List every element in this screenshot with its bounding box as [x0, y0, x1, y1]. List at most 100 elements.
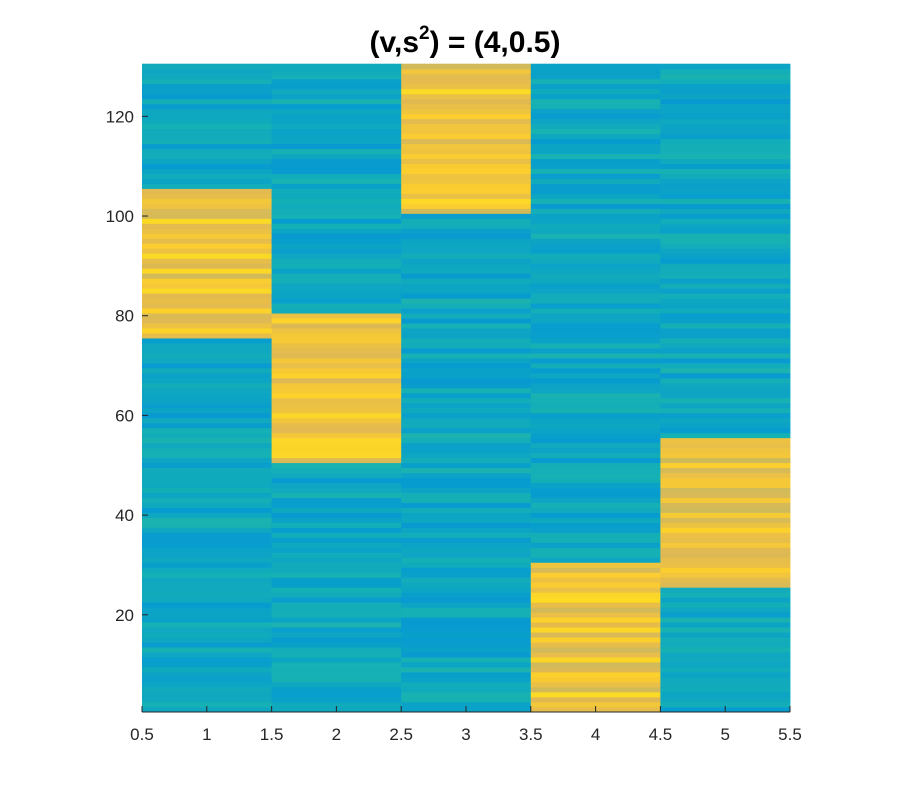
heatmap-cell	[401, 641, 532, 648]
heatmap-cell	[142, 208, 272, 214]
heatmap-cell	[660, 138, 791, 145]
heatmap-cell	[142, 63, 272, 70]
heatmap-cell	[271, 572, 402, 578]
heatmap-cell	[401, 492, 532, 498]
heatmap-cell	[401, 168, 532, 174]
heatmap-cell	[401, 263, 532, 269]
heatmap-cell	[142, 452, 272, 459]
heatmap-cell	[271, 442, 402, 449]
heatmap-cell	[660, 442, 791, 449]
heatmap-cell	[271, 552, 402, 558]
heatmap-cell	[142, 696, 272, 703]
heatmap-cell	[271, 422, 402, 429]
heatmap-cell	[401, 666, 532, 673]
y-tick-label: 80	[115, 307, 134, 326]
heatmap-cell	[271, 631, 402, 638]
heatmap-cell	[530, 118, 661, 125]
heatmap-cell	[271, 367, 402, 374]
heatmap-cell	[271, 347, 402, 354]
heatmap-cell	[530, 507, 661, 513]
heatmap-cell	[271, 392, 402, 399]
heatmap-cell	[660, 68, 791, 75]
heatmap-cell	[530, 442, 661, 449]
heatmap-cell	[530, 487, 661, 493]
heatmap-cell	[660, 302, 791, 309]
heatmap-cell	[401, 208, 532, 214]
heatmap-cell	[530, 302, 661, 309]
heatmap-cell	[142, 542, 272, 548]
heatmap-cell	[271, 248, 402, 254]
heatmap-cell	[142, 173, 272, 179]
heatmap-cell	[142, 457, 272, 464]
heatmap-cell	[660, 532, 791, 538]
heatmap-cell	[530, 253, 661, 259]
heatmap-cell	[142, 467, 272, 474]
heatmap-cell	[401, 567, 532, 573]
heatmap-cell	[271, 278, 402, 284]
heatmap-cell	[271, 502, 402, 508]
heatmap-cell	[142, 552, 272, 558]
heatmap-cell	[401, 352, 532, 359]
heatmap-cell	[271, 258, 402, 264]
heatmap-cell	[660, 517, 791, 523]
heatmap-cell	[271, 138, 402, 145]
heatmap-cell	[271, 671, 402, 678]
heatmap-cell	[660, 631, 791, 638]
heatmap-cell	[530, 347, 661, 354]
heatmap-cell	[660, 93, 791, 100]
heatmap-cell	[271, 607, 402, 613]
heatmap-cell	[660, 412, 791, 419]
heatmap-cell	[530, 492, 661, 498]
heatmap-cell	[142, 616, 272, 623]
heatmap-cell	[271, 412, 402, 419]
heatmap-cell	[530, 631, 661, 638]
heatmap-cell	[401, 507, 532, 513]
heatmap-cell	[142, 442, 272, 449]
heatmap-cell	[530, 238, 661, 244]
heatmap-cell	[530, 133, 661, 140]
heatmap-cell	[660, 492, 791, 498]
heatmap-cell	[660, 671, 791, 678]
heatmap-cell	[142, 83, 272, 90]
heatmap-cell	[401, 322, 532, 329]
heatmap-cell	[142, 337, 272, 344]
x-tick-label: 3.5	[519, 725, 543, 744]
heatmap-cell	[142, 153, 272, 159]
heatmap-cell	[530, 258, 661, 264]
heatmap-cell	[271, 646, 402, 653]
heatmap-cell	[271, 562, 402, 568]
heatmap-cell	[142, 307, 272, 314]
heatmap-cell	[401, 577, 532, 583]
heatmap-cell	[271, 273, 402, 279]
heatmap-cell	[142, 691, 272, 698]
heatmap-cell	[530, 278, 661, 284]
heatmap-cell	[401, 372, 532, 379]
heatmap-cell	[401, 592, 532, 598]
heatmap-cell	[142, 342, 272, 349]
heatmap-cell	[401, 93, 532, 100]
heatmap-cell	[660, 616, 791, 623]
heatmap-cell	[271, 567, 402, 573]
x-tick-label: 5	[720, 725, 729, 744]
heatmap-cell	[401, 467, 532, 474]
y-tick-label: 120	[106, 107, 134, 126]
heatmap-cell	[660, 542, 791, 548]
heatmap-cell	[530, 686, 661, 693]
heatmap-cell	[271, 238, 402, 244]
heatmap-cell	[401, 562, 532, 568]
heatmap-cell	[142, 248, 272, 254]
heatmap-cell	[271, 327, 402, 334]
x-tick-label: 2.5	[389, 725, 413, 744]
heatmap-cell	[401, 587, 532, 593]
heatmap-cell	[530, 228, 661, 234]
heatmap-cell	[142, 671, 272, 678]
heatmap-cell	[530, 696, 661, 703]
heatmap-cell	[142, 118, 272, 125]
heatmap-cell	[142, 148, 272, 155]
heatmap-cell	[530, 98, 661, 105]
heatmap-cell	[530, 128, 661, 135]
heatmap-cell	[271, 452, 402, 459]
x-axis-ticks: 0.5 1 1.5 2 2.5 3 3.5 4 4.5 5 5.5	[130, 706, 802, 744]
heatmap-cell	[271, 636, 402, 643]
heatmap-cell	[530, 557, 661, 563]
